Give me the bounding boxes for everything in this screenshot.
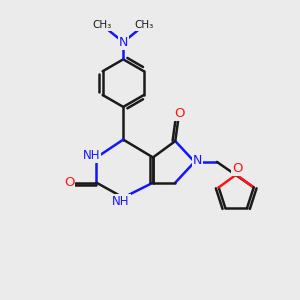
- Text: N: N: [193, 154, 202, 167]
- Text: O: O: [64, 176, 74, 189]
- Text: CH₃: CH₃: [134, 20, 154, 30]
- Text: NH: NH: [112, 195, 130, 208]
- Text: O: O: [175, 106, 185, 120]
- Text: N: N: [118, 36, 128, 49]
- Text: CH₃: CH₃: [93, 20, 112, 30]
- Text: O: O: [232, 162, 243, 175]
- Text: NH: NH: [82, 149, 100, 162]
